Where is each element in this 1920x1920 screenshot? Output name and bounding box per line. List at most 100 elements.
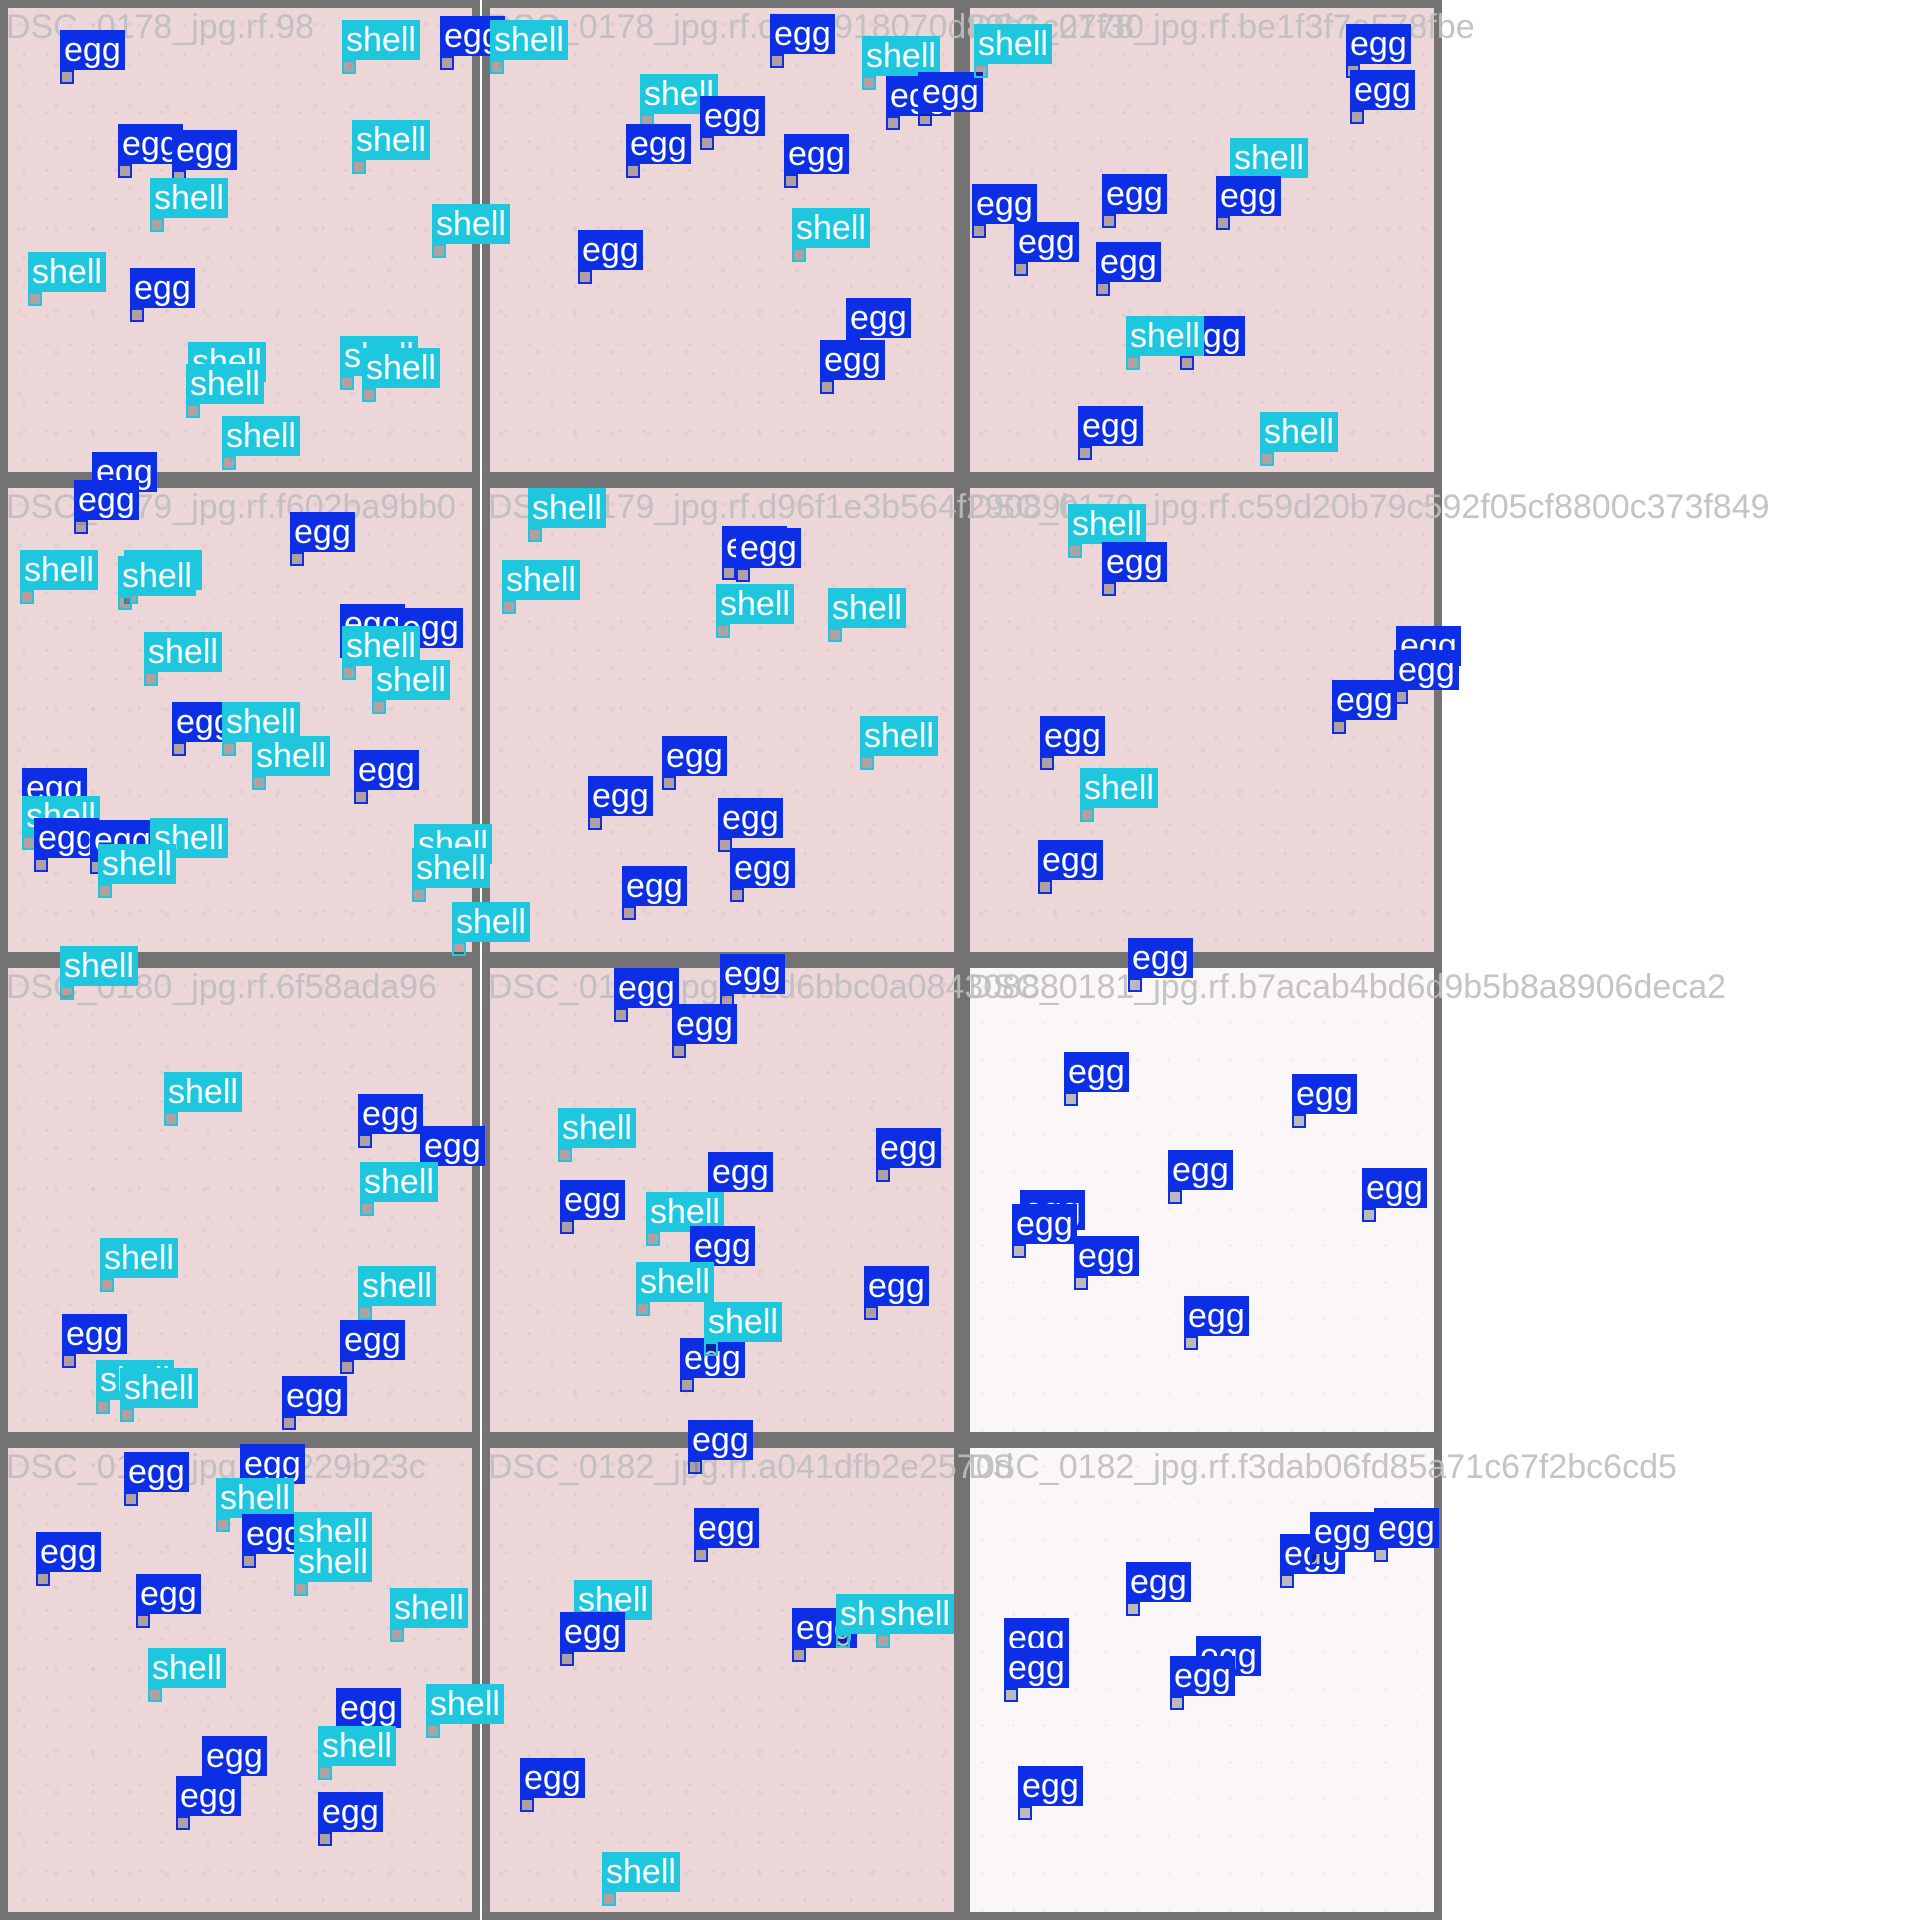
egg-detection-label: egg bbox=[202, 1736, 267, 1776]
shell-detection-label: shell bbox=[646, 1192, 724, 1232]
shell-bounding-box bbox=[372, 700, 386, 714]
egg-bounding-box bbox=[578, 270, 592, 284]
shell-detection-label: shell bbox=[490, 20, 568, 60]
shell-detection-label: shell bbox=[716, 584, 794, 624]
egg-bounding-box bbox=[626, 164, 640, 178]
egg-bounding-box bbox=[876, 1168, 890, 1182]
shell-bounding-box bbox=[558, 1148, 572, 1162]
egg-detection-label: egg bbox=[318, 1792, 383, 1832]
shell-detection-label: shell bbox=[432, 204, 510, 244]
egg-bounding-box bbox=[118, 164, 132, 178]
egg-detection-label: egg bbox=[770, 14, 835, 54]
image-tile bbox=[0, 0, 480, 480]
egg-bounding-box bbox=[282, 1416, 296, 1430]
egg-bounding-box bbox=[718, 838, 732, 852]
egg-bounding-box bbox=[1128, 978, 1142, 992]
egg-bounding-box bbox=[136, 1614, 150, 1628]
shell-bounding-box bbox=[792, 248, 806, 262]
egg-detection-label: egg bbox=[736, 528, 801, 568]
egg-detection-label: egg bbox=[864, 1266, 929, 1306]
shell-bounding-box bbox=[186, 404, 200, 418]
egg-detection-label: egg bbox=[1394, 650, 1459, 690]
shell-detection-label: shell bbox=[426, 1684, 504, 1724]
shell-bounding-box bbox=[120, 1408, 134, 1422]
egg-bounding-box bbox=[1038, 880, 1052, 894]
shell-bounding-box bbox=[360, 1202, 374, 1216]
egg-detection-label: egg bbox=[626, 124, 691, 164]
egg-detection-label: egg bbox=[1078, 406, 1143, 446]
shell-detection-label: shell bbox=[704, 1302, 782, 1342]
shell-detection-label: shell bbox=[528, 488, 606, 528]
shell-bounding-box bbox=[96, 1400, 110, 1414]
egg-bounding-box bbox=[662, 776, 676, 790]
shell-bounding-box bbox=[828, 628, 842, 642]
shell-detection-label: shell bbox=[150, 178, 228, 218]
egg-detection-label: egg bbox=[662, 736, 727, 776]
shell-detection-label: shell bbox=[362, 348, 440, 388]
shell-bounding-box bbox=[28, 292, 42, 306]
egg-bounding-box bbox=[242, 1554, 256, 1568]
shell-bounding-box bbox=[118, 596, 132, 610]
shell-detection-label: shell bbox=[602, 1852, 680, 1892]
egg-bounding-box bbox=[130, 308, 144, 322]
egg-bounding-box bbox=[784, 174, 798, 188]
shell-detection-label: shell bbox=[222, 702, 300, 742]
egg-detection-label: egg bbox=[560, 1612, 625, 1652]
egg-bounding-box bbox=[290, 552, 304, 566]
shell-bounding-box bbox=[352, 160, 366, 174]
egg-detection-label: egg bbox=[1346, 24, 1411, 64]
shell-detection-label: shell bbox=[862, 36, 940, 76]
shell-detection-label: shell bbox=[502, 560, 580, 600]
egg-detection-label: egg bbox=[290, 512, 355, 552]
shell-bounding-box bbox=[716, 624, 730, 638]
egg-bounding-box bbox=[340, 1360, 354, 1374]
egg-bounding-box bbox=[614, 1008, 628, 1022]
shell-bounding-box bbox=[490, 60, 504, 74]
egg-bounding-box bbox=[1126, 1602, 1140, 1616]
shell-bounding-box bbox=[1126, 356, 1140, 370]
shell-bounding-box bbox=[862, 76, 876, 90]
egg-bounding-box bbox=[736, 568, 750, 582]
shell-detection-label: shell bbox=[60, 946, 138, 986]
shell-bounding-box bbox=[646, 1232, 660, 1246]
egg-bounding-box bbox=[176, 1816, 190, 1830]
shell-bounding-box bbox=[528, 528, 542, 542]
shell-detection-label: shell bbox=[186, 364, 264, 404]
shell-bounding-box bbox=[1068, 544, 1082, 558]
egg-bounding-box bbox=[588, 816, 602, 830]
egg-bounding-box bbox=[700, 136, 714, 150]
shell-bounding-box bbox=[1260, 452, 1274, 466]
egg-detection-label: egg bbox=[1040, 716, 1105, 756]
egg-detection-label: egg bbox=[1012, 1204, 1077, 1244]
egg-bounding-box bbox=[1170, 1696, 1184, 1710]
egg-detection-label: egg bbox=[74, 480, 139, 520]
egg-bounding-box bbox=[918, 112, 932, 126]
shell-detection-label: shell bbox=[20, 550, 98, 590]
shell-bounding-box bbox=[636, 1302, 650, 1316]
egg-detection-label: egg bbox=[578, 230, 643, 270]
shell-detection-label: shell bbox=[360, 1162, 438, 1202]
shell-detection-label: shell bbox=[1230, 138, 1308, 178]
shell-detection-label: shell bbox=[390, 1588, 468, 1628]
egg-detection-label: egg bbox=[172, 130, 237, 170]
shell-bounding-box bbox=[836, 1634, 850, 1648]
egg-bounding-box bbox=[1280, 1574, 1294, 1588]
egg-bounding-box bbox=[172, 742, 186, 756]
egg-detection-label: egg bbox=[1064, 1052, 1129, 1092]
egg-detection-label: egg bbox=[876, 1128, 941, 1168]
egg-detection-label: egg bbox=[1168, 1150, 1233, 1190]
egg-bounding-box bbox=[1074, 1276, 1088, 1290]
egg-detection-label: egg bbox=[176, 1776, 241, 1816]
shell-bounding-box bbox=[974, 64, 988, 78]
egg-detection-label: egg bbox=[690, 1226, 755, 1266]
egg-bounding-box bbox=[672, 1044, 686, 1058]
egg-detection-label: egg bbox=[820, 340, 885, 380]
egg-bounding-box bbox=[1102, 214, 1116, 228]
egg-bounding-box bbox=[1096, 282, 1110, 296]
egg-detection-label: egg bbox=[282, 1376, 347, 1416]
shell-bounding-box bbox=[252, 776, 266, 790]
egg-bounding-box bbox=[1362, 1208, 1376, 1222]
egg-detection-label: egg bbox=[1096, 242, 1161, 282]
egg-detection-label: egg bbox=[672, 1004, 737, 1044]
shell-bounding-box bbox=[340, 376, 354, 390]
